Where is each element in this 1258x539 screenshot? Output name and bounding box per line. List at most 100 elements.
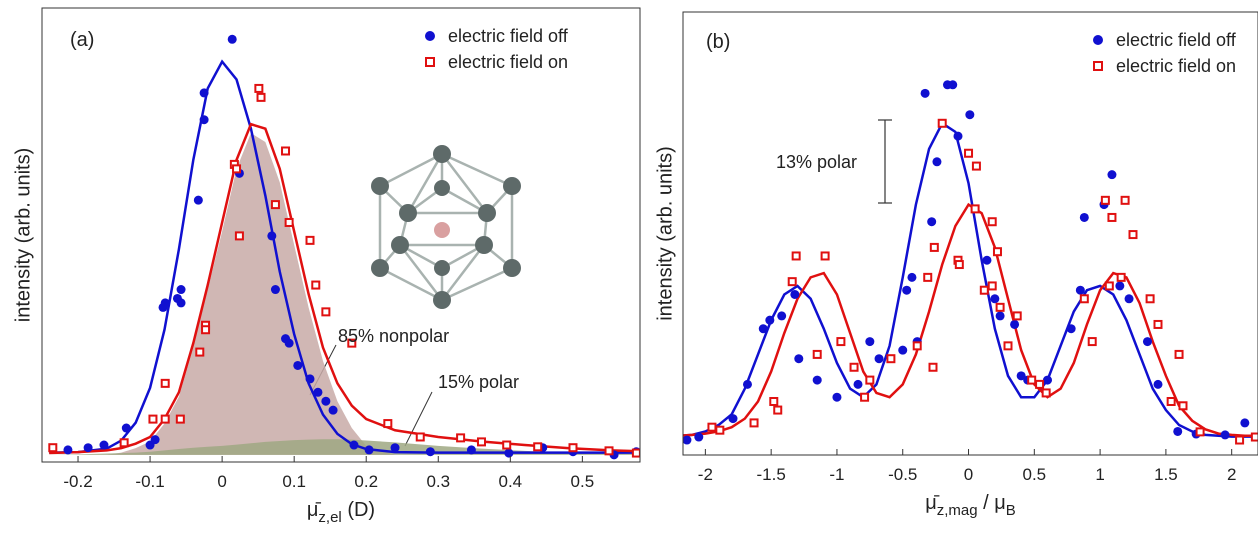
- data-point: [284, 338, 294, 348]
- data-point: [631, 448, 640, 458]
- data-point: [83, 443, 93, 453]
- data-point: [923, 272, 933, 282]
- data-point: [769, 396, 779, 406]
- data-point: [150, 435, 160, 445]
- data-point: [1166, 396, 1176, 406]
- data-point: [232, 164, 242, 174]
- area: [49, 439, 640, 455]
- annotation: 13% polar: [776, 152, 857, 172]
- x-tick-label: -0.1: [135, 472, 164, 491]
- data-point: [1079, 212, 1089, 222]
- data-point: [777, 311, 787, 321]
- data-point: [199, 115, 209, 125]
- x-label-part: μ̄: [925, 492, 940, 514]
- x-label-part: (D): [342, 499, 375, 521]
- fit-line: [683, 202, 1258, 437]
- legend-label: electric field on: [448, 52, 568, 72]
- data-point: [293, 360, 303, 370]
- legend-marker: [425, 31, 435, 41]
- data-point: [758, 324, 768, 334]
- data-point: [63, 445, 73, 455]
- data-point: [267, 231, 277, 241]
- data-point: [995, 302, 1005, 312]
- data-point: [425, 447, 435, 457]
- data-point: [874, 354, 884, 364]
- panel-label: (b): [706, 31, 730, 53]
- data-point: [1153, 379, 1163, 389]
- data-point: [1100, 195, 1110, 205]
- legend-marker: [1093, 61, 1103, 71]
- polar-bar: [878, 119, 892, 204]
- x-tick-label: -1.5: [757, 465, 786, 484]
- y-axis-label: intensity (arb. units): [12, 148, 34, 323]
- data-point: [849, 362, 859, 372]
- area: [49, 133, 640, 455]
- x-tick-label: 2: [1227, 465, 1236, 484]
- data-point: [707, 422, 717, 432]
- legend-marker: [425, 57, 435, 67]
- data-point: [683, 435, 692, 445]
- data-point: [970, 204, 980, 214]
- data-point: [176, 298, 186, 308]
- data-point: [1174, 349, 1184, 359]
- data-point: [311, 280, 321, 290]
- data-point: [1240, 418, 1250, 428]
- data-point: [199, 88, 209, 98]
- data-point: [1003, 341, 1013, 351]
- data-point: [1016, 371, 1026, 381]
- data-point: [1075, 285, 1085, 295]
- data-point: [1120, 195, 1130, 205]
- data-point: [982, 255, 992, 265]
- x-tick-label: 1.5: [1154, 465, 1178, 484]
- annotation: 85% nonpolar: [338, 326, 449, 346]
- data-point: [234, 231, 244, 241]
- data-point: [328, 405, 338, 415]
- x-tick-label: 0.5: [1022, 465, 1046, 484]
- data-point: [1041, 388, 1051, 398]
- data-point: [270, 285, 280, 295]
- data-point: [415, 432, 425, 442]
- data-point: [1066, 324, 1076, 334]
- data-point: [992, 247, 1002, 257]
- data-point: [812, 375, 822, 385]
- data-point: [971, 161, 981, 171]
- data-point: [1124, 294, 1134, 304]
- x-label-subscript: z,mag: [937, 502, 978, 519]
- data-point: [281, 146, 291, 156]
- data-point: [321, 396, 331, 406]
- data-point: [1087, 337, 1097, 347]
- panel: -2 -1.5 -1 -0.5 0 0.5 1 1.5 2μ̄z,mag / μBintensi…: [654, 11, 1258, 519]
- data-point: [1079, 294, 1089, 304]
- data-point: [121, 423, 131, 433]
- x-tick-label: 0.1: [282, 472, 306, 491]
- data-point: [256, 92, 266, 102]
- x-tick-label: -0.2: [63, 472, 92, 491]
- data-point: [920, 88, 930, 98]
- data-point: [568, 443, 578, 453]
- data-point: [364, 445, 374, 455]
- data-point: [790, 289, 800, 299]
- data-point: [1128, 230, 1138, 240]
- legend-label: electric field on: [1116, 56, 1236, 76]
- data-point: [1145, 294, 1155, 304]
- plot-area: [48, 34, 640, 460]
- data-point: [773, 405, 783, 415]
- data-point: [175, 414, 185, 424]
- x-label-subscript: z,el: [318, 509, 341, 526]
- data-point: [160, 378, 170, 388]
- data-point: [948, 80, 958, 90]
- data-point: [305, 235, 315, 245]
- data-point: [832, 392, 842, 402]
- data-point: [504, 448, 514, 458]
- x-label-part: μ̄: [307, 499, 322, 521]
- data-point: [502, 440, 512, 450]
- data-point: [728, 414, 738, 424]
- data-point: [195, 347, 205, 357]
- data-point: [912, 341, 922, 351]
- data-point: [1116, 272, 1126, 282]
- data-point: [1250, 432, 1258, 442]
- plot-frame: [41, 7, 641, 463]
- data-point: [390, 443, 400, 453]
- data-point: [99, 440, 109, 450]
